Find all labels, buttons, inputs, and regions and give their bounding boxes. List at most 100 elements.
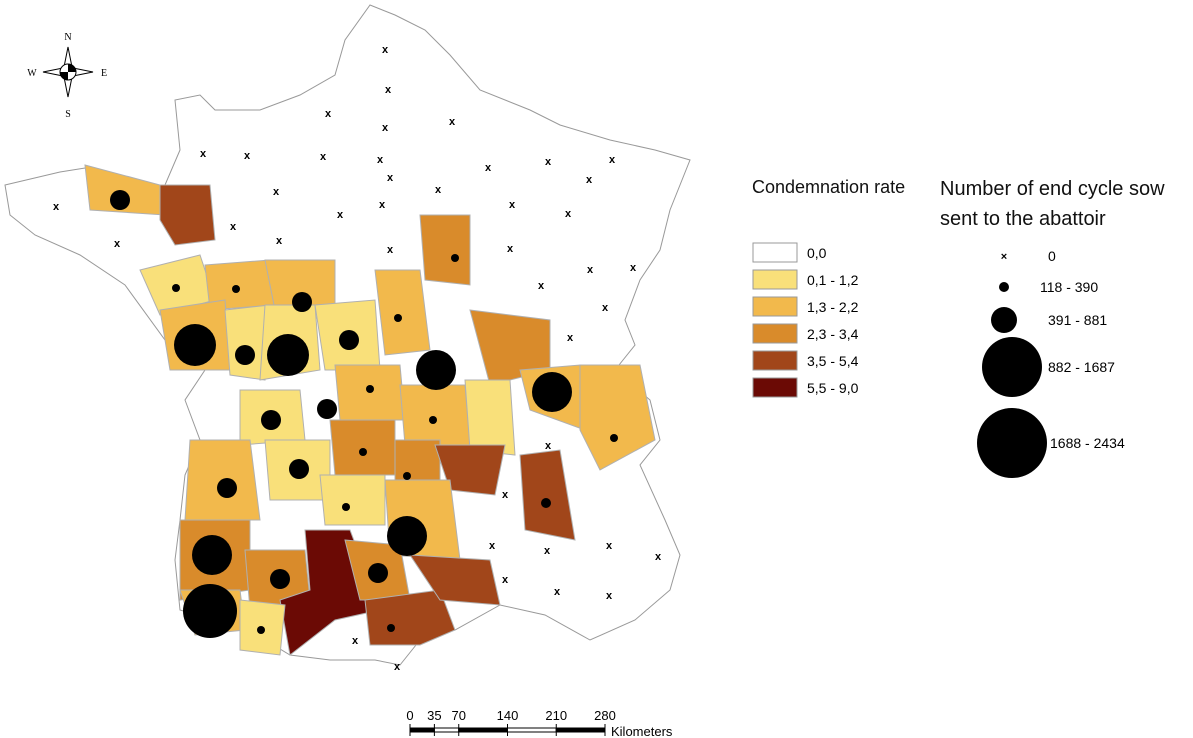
zero-marker: x xyxy=(385,84,392,96)
sow-symbol xyxy=(183,584,237,638)
zero-marker: x xyxy=(567,332,574,344)
department xyxy=(319,474,386,526)
zero-marker: x xyxy=(502,489,509,501)
sow-symbol xyxy=(368,563,388,583)
zero-marker: x xyxy=(114,238,121,250)
compass-w: W xyxy=(27,68,37,79)
zero-marker: x xyxy=(382,122,389,134)
zero-marker: x xyxy=(554,586,561,598)
zero-marker: x xyxy=(544,545,551,557)
scale-segment xyxy=(507,727,557,733)
legend-swatch xyxy=(752,269,798,290)
zero-marker: x xyxy=(509,199,516,211)
scale-tick-label: 140 xyxy=(497,708,519,723)
zero-marker: x xyxy=(545,440,552,452)
sow-symbol xyxy=(359,448,367,456)
zero-marker: x xyxy=(276,235,283,247)
zero-marker: x xyxy=(587,264,594,276)
sow-symbol xyxy=(289,459,309,479)
zero-marker: x xyxy=(435,184,442,196)
sow-symbol xyxy=(532,372,572,412)
legend-symbol xyxy=(999,282,1009,292)
zero-marker: x xyxy=(609,154,616,166)
compass: N S E W xyxy=(27,32,107,120)
shape xyxy=(60,64,76,80)
sow-symbol xyxy=(172,284,180,292)
legend-label: 2,3 - 3,4 xyxy=(807,326,859,342)
legend-label: 1688 - 2434 xyxy=(1050,435,1125,451)
zero-marker: x xyxy=(320,151,327,163)
legend-swatch xyxy=(752,242,798,263)
sow-symbol xyxy=(429,416,437,424)
zero-marker: x xyxy=(606,590,613,602)
zero-marker: x xyxy=(379,199,386,211)
sow-symbol xyxy=(342,503,350,511)
zero-marker: x xyxy=(325,108,332,120)
sow-symbol xyxy=(387,516,427,556)
sow-legend: × 0 118 - 390 391 - 881 882 - 1687 1688 - 243… xyxy=(977,248,1125,478)
zero-marker: x xyxy=(586,174,593,186)
zero-marker: x xyxy=(352,635,359,647)
sow-symbol xyxy=(232,285,240,293)
sow-symbol xyxy=(110,190,130,210)
sow-symbol xyxy=(267,334,309,376)
zero-marker: x xyxy=(273,186,280,198)
department xyxy=(399,384,471,446)
scale-unit: Kilometers xyxy=(611,724,673,738)
scale-tick-label: 35 xyxy=(427,708,441,723)
zero-marker: x xyxy=(382,44,389,56)
sow-symbol xyxy=(387,624,395,632)
department xyxy=(434,444,506,496)
zero-marker: x xyxy=(377,154,384,166)
sow-symbol xyxy=(541,498,551,508)
zero-marker: x xyxy=(394,661,401,673)
department xyxy=(519,449,576,541)
legend-swatch xyxy=(752,296,798,317)
scale-tick-label: 210 xyxy=(545,708,567,723)
legend-label: 0,1 - 1,2 xyxy=(807,272,859,288)
zero-marker: x xyxy=(489,540,496,552)
zero-marker: x xyxy=(449,116,456,128)
zero-marker: x xyxy=(507,243,514,255)
departments xyxy=(84,164,656,656)
zero-marker: x xyxy=(538,280,545,292)
zero-marker: x xyxy=(230,221,237,233)
sow-symbol xyxy=(416,350,456,390)
legend-label: 391 - 881 xyxy=(1048,312,1107,328)
department xyxy=(329,419,396,476)
zero-marker: x xyxy=(337,209,344,221)
scale-tick-label: 70 xyxy=(452,708,466,723)
legend-symbol xyxy=(991,307,1017,333)
zero-marker: x xyxy=(565,208,572,220)
legend-label: 0,0 xyxy=(807,245,827,261)
department xyxy=(364,589,456,646)
zero-marker: x xyxy=(545,156,552,168)
sow-symbol xyxy=(610,434,618,442)
legend-symbol: × xyxy=(1001,251,1007,263)
zero-marker: x xyxy=(606,540,613,552)
condemnation-legend-title: Condemnation rate xyxy=(752,177,906,197)
legend-label: 5,5 - 9,0 xyxy=(807,380,859,396)
department xyxy=(374,269,431,356)
scale-tick-label: 280 xyxy=(594,708,616,723)
compass-s: S xyxy=(65,109,71,120)
sow-symbol xyxy=(192,535,232,575)
department xyxy=(159,184,216,246)
zero-marker: x xyxy=(502,574,509,586)
sow-symbol xyxy=(366,385,374,393)
scale-segment xyxy=(555,727,606,733)
sow-legend-title: Number of end cycle sow sent to the abat… xyxy=(940,178,1165,230)
zero-marker: x xyxy=(387,172,394,184)
sow-symbol xyxy=(317,399,337,419)
department xyxy=(464,379,516,456)
sow-symbol xyxy=(235,345,255,365)
scale-tick-label: 0 xyxy=(406,708,413,723)
legend-swatch xyxy=(752,377,798,398)
zero-marker: x xyxy=(485,162,492,174)
sow-symbol xyxy=(174,324,216,366)
scale-segment xyxy=(458,727,508,733)
department xyxy=(419,214,471,286)
compass-e: E xyxy=(101,68,107,79)
